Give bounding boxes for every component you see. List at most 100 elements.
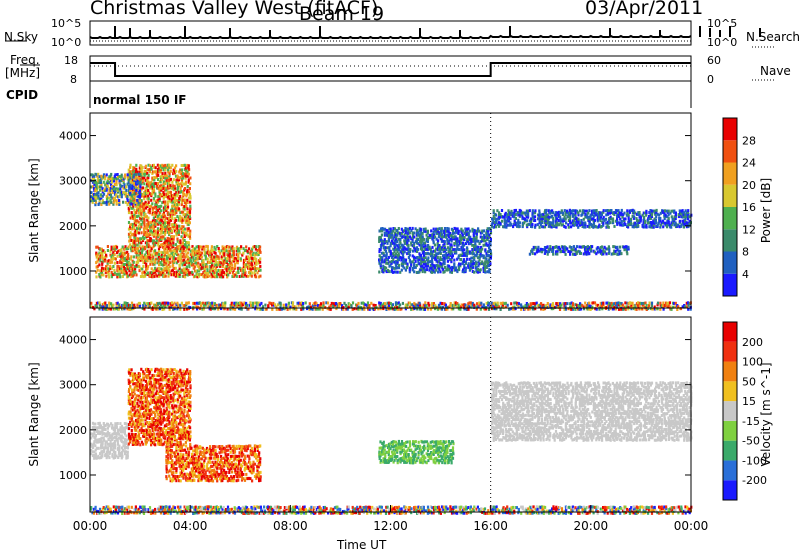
- power-cell: [164, 163, 167, 167]
- power-cell: [189, 261, 192, 265]
- power-cell: [611, 211, 615, 215]
- power-cell: [258, 307, 261, 311]
- power-cell: [380, 233, 383, 237]
- power-cell: [220, 249, 223, 253]
- power-cell: [164, 305, 167, 309]
- power-cell: [96, 191, 99, 195]
- power-cell: [379, 248, 382, 251]
- power-cell: [179, 241, 182, 244]
- power-cell: [189, 204, 192, 208]
- power-cell: [449, 245, 452, 249]
- power-cell: [158, 190, 161, 194]
- power-cell: [95, 301, 98, 305]
- power-cell: [572, 221, 575, 225]
- power-cell: [171, 204, 174, 208]
- power-cell: [111, 191, 114, 194]
- power-cell: [159, 261, 162, 265]
- power-cell: [243, 268, 246, 272]
- power-cell: [189, 232, 192, 236]
- power-cell: [163, 267, 166, 271]
- power-cell: [577, 221, 580, 225]
- power-cell: [177, 218, 180, 222]
- power-cell: [137, 184, 140, 188]
- power-cell: [606, 211, 609, 215]
- power-cell: [444, 233, 447, 237]
- power-cell: [198, 245, 201, 249]
- power-cell: [507, 219, 510, 223]
- power-cell: [302, 307, 305, 311]
- power-cell: [405, 266, 409, 270]
- power-cell: [248, 261, 251, 265]
- power-cell: [112, 189, 116, 192]
- power-cell: [113, 196, 116, 200]
- power-cell: [201, 247, 204, 251]
- power-cell: [222, 302, 225, 306]
- power-cell: [178, 275, 181, 278]
- power-cell: [171, 251, 174, 255]
- power-cell: [413, 264, 416, 268]
- power-cell: [382, 251, 385, 255]
- power-cell: [189, 207, 192, 211]
- power-cell: [534, 252, 537, 256]
- power-cell: [555, 250, 558, 254]
- power-cell: [309, 307, 312, 311]
- power-cell: [255, 251, 258, 255]
- power-cell: [225, 261, 228, 265]
- power-cell: [678, 219, 681, 223]
- power-cell: [230, 266, 233, 270]
- power-cell: [151, 176, 154, 180]
- power-cell: [131, 188, 135, 192]
- power-cell: [577, 211, 580, 215]
- power-cell: [579, 251, 582, 255]
- power-cell: [169, 169, 172, 173]
- power-cell: [461, 229, 464, 233]
- power-cell: [549, 247, 552, 251]
- power-cell: [113, 247, 116, 251]
- power-cell: [170, 249, 173, 253]
- power-cell: [431, 245, 434, 249]
- power-cell: [507, 213, 510, 216]
- power-cell: [172, 235, 175, 239]
- power-cell: [292, 307, 295, 311]
- power-cell: [127, 265, 130, 269]
- power-cell: [109, 267, 112, 271]
- power-cell: [176, 199, 179, 203]
- power-cell: [144, 164, 148, 168]
- power-cell: [475, 229, 478, 233]
- power-cell: [326, 301, 330, 305]
- power-cell: [313, 303, 316, 307]
- power-cell: [156, 167, 160, 171]
- power-cell: [199, 245, 202, 249]
- power-cell: [619, 223, 622, 227]
- power-cell: [153, 178, 156, 182]
- power-cell: [122, 200, 125, 204]
- power-cell: [143, 210, 146, 214]
- power-cell: [130, 227, 133, 231]
- power-cell: [322, 301, 325, 305]
- power-cell: [617, 211, 620, 215]
- power-cell: [180, 247, 183, 251]
- power-cell: [512, 225, 515, 229]
- power-cell: [95, 245, 98, 249]
- power-cell: [236, 253, 239, 257]
- power-cell: [244, 258, 247, 262]
- power-cell: [194, 269, 197, 273]
- power-cell: [146, 171, 149, 175]
- power-cell: [108, 191, 111, 194]
- power-cell: [169, 302, 172, 306]
- power-cell: [271, 307, 274, 311]
- power-cell: [435, 237, 438, 241]
- power-cell: [616, 221, 619, 225]
- power-cell: [182, 182, 185, 186]
- power-cell: [140, 164, 143, 168]
- power-cell: [404, 258, 408, 262]
- power-cell: [163, 247, 166, 251]
- power-cell: [111, 253, 114, 257]
- power-cell: [552, 211, 555, 215]
- power-cell: [484, 248, 487, 252]
- power-cell: [480, 254, 483, 258]
- power-cell: [139, 253, 142, 257]
- power-cell: [172, 170, 175, 174]
- power-cell: [178, 256, 181, 260]
